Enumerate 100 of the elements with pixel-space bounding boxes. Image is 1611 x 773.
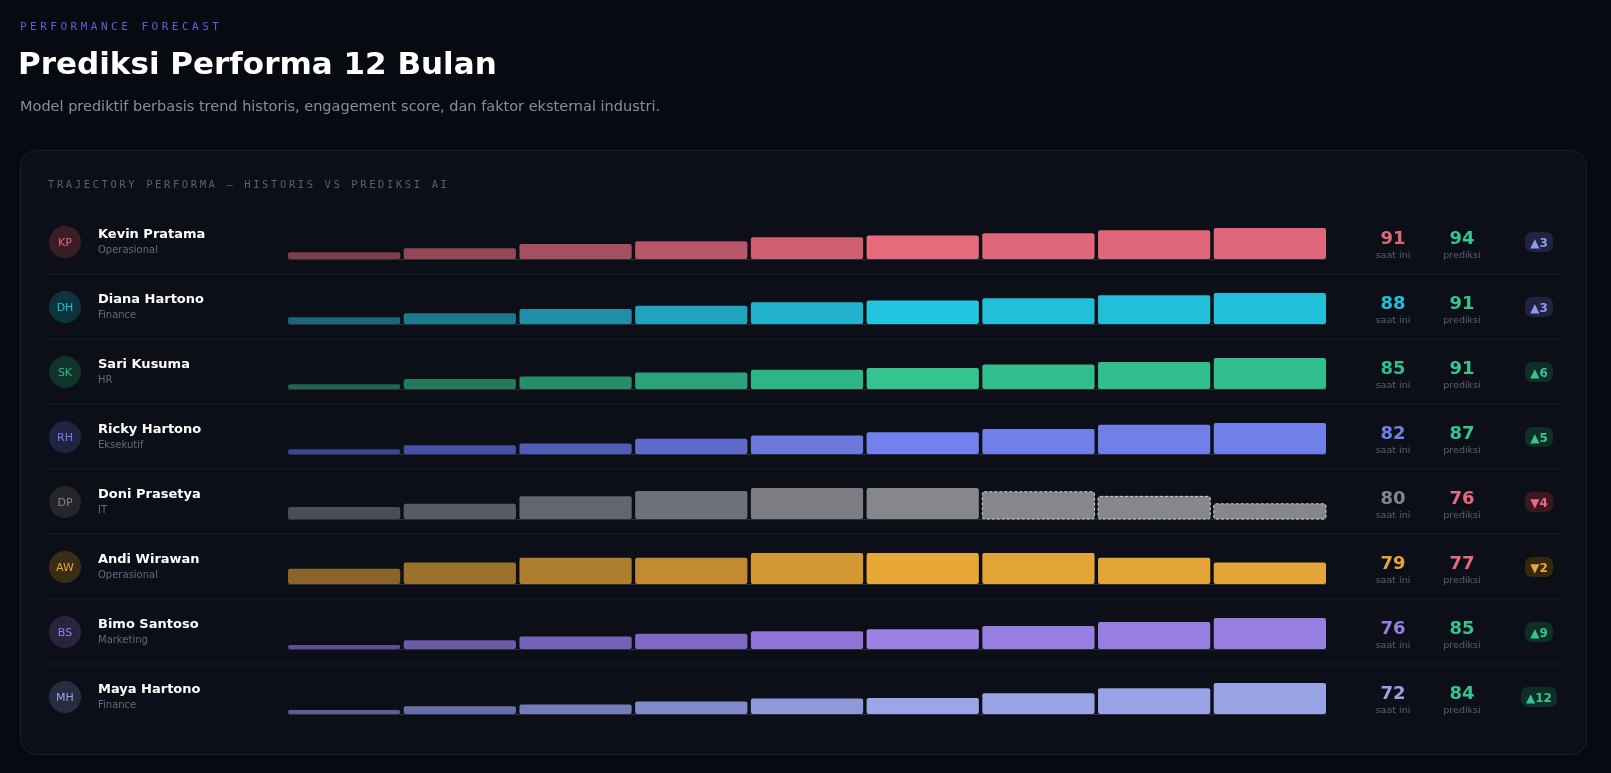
bar: [1213, 618, 1326, 649]
bar: [519, 496, 632, 519]
text: saat ini: [1375, 379, 1411, 390]
bar: [750, 237, 864, 259]
bar: [519, 557, 632, 584]
text: SK: [57, 366, 73, 379]
bar: [982, 553, 1095, 584]
bar: [866, 235, 979, 259]
bar: [288, 449, 401, 454]
text: KP: [58, 236, 73, 249]
bar: [1098, 688, 1211, 714]
bar: [403, 379, 516, 389]
text: 79: [1380, 552, 1406, 573]
text: ▼2: [1530, 560, 1548, 575]
text: ▲3: [1530, 235, 1548, 250]
text: prediksi: [1443, 574, 1481, 585]
text: 72: [1380, 682, 1406, 703]
bar: [519, 376, 632, 389]
bar: [982, 428, 1095, 454]
bar: [750, 488, 864, 519]
bar: [403, 640, 516, 649]
bar: [982, 693, 1095, 714]
text: 85: [1380, 357, 1406, 378]
text: saat ini: [1375, 704, 1411, 715]
text: saat ini: [1375, 249, 1411, 260]
bar: [1213, 423, 1326, 454]
text: 84: [1449, 682, 1475, 703]
text: Prediksi Performa 12 Bulan: [18, 45, 497, 81]
text: Maya Hartono: [98, 681, 201, 696]
bar: [635, 557, 748, 584]
text: 77: [1449, 552, 1475, 573]
text: Model prediktif berbasis trend historis, engagement score, dan faktor eksternal industri.: [20, 98, 661, 114]
bar: [403, 706, 516, 714]
bar: [981, 491, 1096, 520]
text: 91: [1449, 292, 1475, 313]
text: 91: [1380, 227, 1406, 248]
bar: [635, 491, 748, 519]
text: DH: [56, 301, 74, 314]
text: ▲6: [1530, 365, 1548, 380]
bar: [288, 252, 401, 259]
text: BS: [57, 626, 73, 639]
text: prediksi: [1443, 509, 1481, 520]
text: 80: [1380, 487, 1406, 508]
bar: [519, 443, 632, 454]
text: IT: [98, 504, 108, 515]
bar: [635, 633, 748, 649]
bar: [519, 244, 632, 259]
bar: [1098, 362, 1211, 389]
bar: [288, 709, 401, 714]
text: Operasional: [98, 244, 158, 255]
bar: [982, 233, 1095, 259]
text: Kevin Pratama: [98, 226, 206, 241]
text: prediksi: [1443, 249, 1481, 260]
bar: [982, 364, 1095, 389]
bar: [635, 305, 748, 324]
text: HR: [98, 374, 113, 385]
text: Sari Kusuma: [98, 356, 190, 371]
bar: [1097, 495, 1211, 520]
bar: [866, 300, 979, 324]
bar: [403, 445, 516, 454]
text: MH: [56, 691, 74, 704]
bar: [635, 701, 748, 714]
text: Marketing: [98, 634, 148, 645]
text: Operasional: [98, 569, 158, 580]
text: ▲9: [1530, 625, 1548, 640]
text: Finance: [98, 699, 137, 710]
text: Eksekutif: [98, 439, 144, 450]
text: prediksi: [1443, 314, 1481, 325]
bar: [288, 384, 401, 389]
text: PERFORMANCE FORECAST: [20, 20, 223, 33]
bar: [1213, 562, 1326, 584]
bar: [750, 369, 864, 389]
text: 76: [1449, 487, 1475, 508]
text: AW: [56, 561, 75, 574]
bar: [750, 553, 864, 584]
bar: [403, 562, 516, 584]
bar: [288, 568, 401, 584]
bar: [403, 313, 516, 324]
text: 88: [1380, 292, 1406, 313]
text: prediksi: [1443, 444, 1481, 455]
bar: [1098, 295, 1211, 324]
text: 85: [1449, 617, 1475, 638]
bar: [866, 432, 979, 454]
bar: [866, 553, 979, 584]
text: Andi Wirawan: [98, 551, 200, 566]
bar: [635, 372, 748, 389]
text: ▲3: [1530, 300, 1548, 315]
text: ▲12: [1526, 690, 1552, 705]
text: ▲5: [1530, 430, 1548, 445]
bar: [1213, 228, 1326, 259]
bar: [1098, 622, 1211, 649]
text: saat ini: [1375, 444, 1411, 455]
text: prediksi: [1443, 704, 1481, 715]
bar: [866, 367, 979, 389]
text: DP: [57, 496, 73, 509]
text: saat ini: [1375, 314, 1411, 325]
bar: [519, 704, 632, 714]
bar: [288, 644, 401, 649]
bar: [750, 631, 864, 649]
text: saat ini: [1375, 574, 1411, 585]
